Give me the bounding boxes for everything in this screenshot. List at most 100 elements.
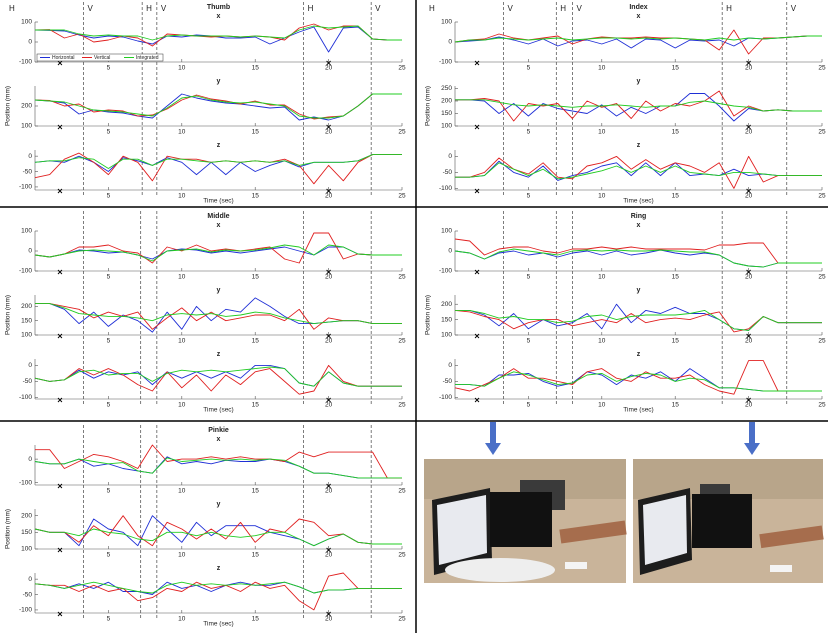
x-tick-label: 20: [745, 193, 753, 200]
y-tick-label: 100: [441, 19, 452, 26]
x-tick-label: 15: [252, 552, 260, 559]
marker-cross: [474, 60, 480, 66]
series-line: [455, 155, 822, 189]
marker-cross: [326, 333, 331, 339]
series-line: [454, 360, 822, 395]
x-tick-label: 5: [527, 402, 531, 409]
phase-label: V: [791, 4, 797, 13]
y-tick-label: -100: [439, 185, 452, 192]
x-tick-label: 15: [672, 338, 680, 345]
photo: [633, 459, 824, 583]
phase-label: H: [146, 4, 152, 13]
x-tick-label: 20: [745, 402, 753, 409]
y-axis-label: Position (mm): [425, 295, 432, 335]
subplot-title: y: [217, 78, 221, 85]
marker-cross: [746, 60, 751, 66]
x-tick-label: 20: [325, 129, 333, 136]
panel-title: Thumb: [207, 4, 230, 11]
x-tick-label: 20: [325, 552, 333, 559]
series-line: [34, 26, 402, 53]
x-tick-label: 25: [398, 488, 406, 495]
x-tick-label: 10: [178, 274, 186, 281]
x-tick-label: 25: [818, 129, 826, 136]
x-tick-label: 5: [527, 65, 531, 72]
x-tick-label: 5: [527, 193, 531, 200]
y-tick-label: 100: [21, 123, 32, 130]
marker-cross: [326, 483, 331, 489]
x-tick-label: 5: [107, 193, 111, 200]
x-tick-label: 25: [398, 616, 406, 623]
y-tick-label: 100: [441, 228, 452, 235]
x-tick-label: 15: [252, 129, 260, 136]
y-tick-label: -100: [19, 479, 32, 486]
x-tick-label: 15: [672, 274, 680, 281]
marker-cross: [474, 269, 480, 275]
x-tick-label: 15: [672, 402, 680, 409]
x-tick-label: 25: [398, 338, 406, 345]
series-line: [34, 23, 402, 47]
series-line: [35, 303, 402, 325]
x-tick-label: 15: [672, 129, 680, 136]
x-tick-label: 10: [178, 129, 186, 136]
series-line: [34, 528, 402, 547]
arrow: [744, 422, 760, 455]
y-tick-label: -100: [19, 394, 32, 401]
y-tick-label: 150: [21, 317, 32, 324]
subplot-title: z: [217, 565, 221, 572]
x-tick-label: 10: [598, 402, 606, 409]
series-line: [34, 154, 402, 169]
legend: Horizontal Vertical Integrated: [36, 53, 164, 62]
phase-label: H: [429, 4, 435, 13]
series-line: [34, 581, 402, 594]
marker-cross: [746, 269, 751, 275]
y-tick-label: 100: [21, 546, 32, 553]
marker-cross: [326, 611, 331, 617]
y-tick-label: -100: [439, 268, 452, 275]
marker-cross: [746, 333, 751, 339]
x-tick-label: 25: [398, 402, 406, 409]
y-tick-label: 0: [28, 576, 32, 583]
x-axis-label: Time (sec): [203, 407, 233, 414]
series-line: [455, 371, 822, 392]
series-line: [455, 368, 822, 392]
x-tick-label: 5: [107, 402, 111, 409]
y-tick-label: 0: [28, 248, 32, 255]
panel-title: Middle: [207, 213, 229, 220]
x-tick-label: 5: [107, 65, 111, 72]
marker-cross: [326, 547, 331, 553]
x-tick-label: 25: [818, 193, 826, 200]
y-tick-label: 200: [441, 301, 452, 308]
x-tick-label: 10: [178, 488, 186, 495]
x-tick-label: 15: [252, 338, 260, 345]
marker-cross: [746, 124, 751, 130]
y-tick-label: 150: [441, 110, 452, 117]
marker-cross: [57, 397, 63, 403]
x-axis-label: Time (sec): [203, 621, 233, 628]
x-tick-label: 5: [107, 274, 111, 281]
x-tick-label: 5: [107, 552, 111, 559]
x-tick-label: 15: [252, 65, 260, 72]
x-tick-label: 10: [178, 65, 186, 72]
subplot-title: x: [217, 222, 221, 229]
phase-label: V: [375, 4, 381, 13]
series-line: [34, 244, 402, 262]
y-tick-label: 0: [28, 456, 32, 463]
y-axis-label: Position (mm): [5, 509, 12, 549]
y-tick-label: -50: [23, 378, 33, 385]
x-tick-label: 10: [178, 616, 186, 623]
marker-cross: [57, 188, 63, 194]
subplot-title: z: [637, 142, 641, 149]
y-tick-label: -100: [19, 268, 32, 275]
x-tick-label: 15: [252, 616, 260, 623]
subplot-title: x: [637, 222, 641, 229]
phase-label: H: [560, 4, 566, 13]
photo: [424, 459, 627, 583]
marker-cross: [474, 188, 480, 194]
y-tick-label: 150: [21, 529, 32, 536]
x-tick-label: 10: [598, 65, 606, 72]
x-tick-label: 15: [252, 274, 260, 281]
marker-cross: [326, 60, 331, 66]
x-tick-label: 5: [527, 338, 531, 345]
x-tick-label: 20: [325, 488, 333, 495]
